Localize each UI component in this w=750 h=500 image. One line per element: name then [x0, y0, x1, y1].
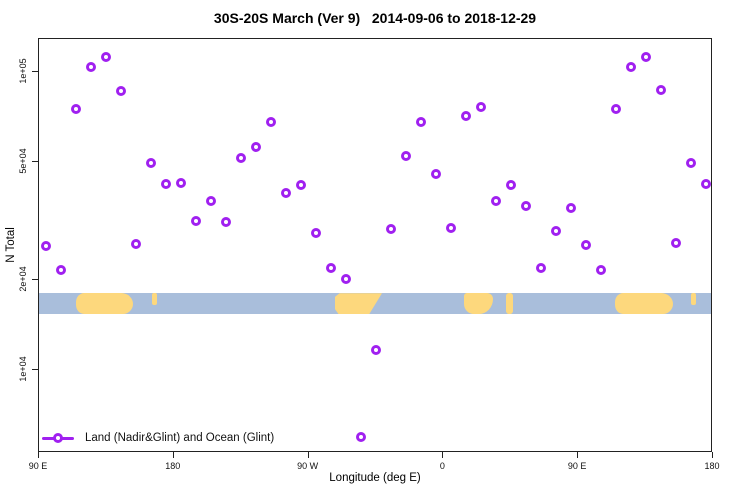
x-axis-tick — [577, 452, 579, 458]
data-point — [86, 61, 97, 72]
data-point — [56, 264, 67, 275]
data-point — [161, 178, 172, 189]
y-axis-tick — [32, 279, 38, 281]
legend-label: Land (Nadir&Glint) and Ocean (Glint) — [85, 432, 275, 444]
land-patch-australia-2 — [614, 293, 673, 315]
y-axis-tick-label: 1e+04 — [18, 356, 28, 382]
x-axis-label: Longitude (deg E) — [329, 472, 421, 484]
y-axis-label: N Total — [5, 227, 17, 263]
data-point — [400, 150, 411, 161]
x-axis-tick-label: 0 — [439, 461, 445, 471]
data-point — [490, 196, 501, 207]
x-axis-tick-label: 90 W — [297, 461, 319, 471]
land-patch-south-america — [334, 293, 382, 315]
y-axis-tick-label: 1e+05 — [18, 58, 28, 84]
data-point — [385, 224, 396, 235]
data-point — [475, 102, 486, 112]
y-axis-tick — [32, 71, 38, 72]
data-point — [625, 61, 636, 72]
data-point — [610, 104, 621, 115]
data-point — [221, 216, 232, 227]
data-point — [685, 158, 696, 168]
data-point — [371, 344, 381, 355]
y-axis-tick-label: 2e+04 — [18, 266, 28, 292]
data-point — [296, 179, 307, 190]
data-point — [251, 142, 262, 153]
data-point — [430, 168, 441, 179]
data-point — [595, 264, 606, 275]
data-point — [101, 52, 112, 63]
data-point — [655, 85, 666, 96]
data-point — [71, 104, 82, 115]
y-axis-tick — [32, 160, 38, 162]
data-point — [505, 179, 516, 190]
x-axis-tick — [38, 452, 39, 458]
land-patch-madagascar — [506, 293, 514, 315]
x-axis-tick — [307, 452, 309, 458]
data-point — [445, 222, 456, 233]
data-point — [535, 262, 546, 273]
data-point — [580, 239, 591, 250]
data-point — [176, 178, 187, 189]
data-point — [565, 202, 576, 213]
data-point — [341, 274, 352, 284]
plot-area: Land (Nadir&Glint) and Ocean (Glint) — [38, 38, 712, 452]
data-point — [266, 116, 277, 127]
x-axis-tick-label: 180 — [165, 461, 181, 471]
legend: Land (Nadir&Glint) and Ocean (Glint) — [42, 431, 274, 445]
data-point — [415, 116, 426, 127]
data-point — [41, 240, 52, 251]
data-point — [191, 216, 202, 227]
data-point — [131, 238, 142, 249]
land-patch-australia-1 — [75, 293, 134, 315]
land-patch-new-caledonia-2 — [691, 293, 696, 305]
x-axis-tick-label: 90 E — [567, 461, 587, 471]
land-patch-new-caledonia-1 — [152, 293, 157, 305]
data-point — [311, 228, 322, 239]
x-axis-tick-label: 90 E — [28, 461, 48, 471]
data-point — [460, 111, 471, 122]
data-point — [206, 196, 217, 207]
legend-line-marker-icon — [42, 432, 74, 443]
latitude-band-map — [39, 293, 711, 315]
chart-title: 30S-20S March (Ver 9) 2014-09-06 to 2018… — [213, 10, 537, 26]
y-axis-tick-label: 5e+04 — [18, 148, 28, 174]
data-point — [356, 431, 367, 442]
y-axis-tick — [32, 369, 38, 370]
x-axis-tick-label: 180 — [704, 461, 720, 471]
data-point — [116, 85, 127, 96]
x-axis-tick — [712, 452, 713, 458]
data-point — [640, 52, 651, 63]
data-point — [326, 262, 337, 273]
land-patch-africa — [463, 293, 493, 315]
data-point — [550, 225, 561, 236]
legend-circle-icon — [53, 432, 63, 443]
data-point — [700, 178, 711, 189]
data-point — [236, 152, 247, 163]
data-point — [520, 201, 531, 212]
data-point — [281, 187, 292, 198]
data-point — [670, 237, 681, 248]
x-axis-tick — [442, 452, 444, 458]
x-axis-tick — [172, 452, 174, 458]
data-point — [146, 158, 157, 168]
